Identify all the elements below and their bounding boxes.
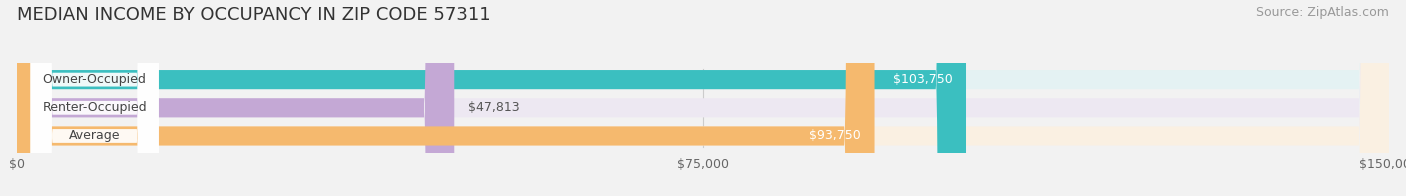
Text: $93,750: $93,750 bbox=[808, 130, 860, 142]
Text: Average: Average bbox=[69, 130, 121, 142]
FancyBboxPatch shape bbox=[31, 0, 159, 196]
Text: Renter-Occupied: Renter-Occupied bbox=[42, 101, 148, 114]
Text: Source: ZipAtlas.com: Source: ZipAtlas.com bbox=[1256, 6, 1389, 19]
FancyBboxPatch shape bbox=[17, 0, 875, 196]
FancyBboxPatch shape bbox=[17, 0, 1389, 196]
FancyBboxPatch shape bbox=[31, 0, 159, 196]
FancyBboxPatch shape bbox=[17, 0, 454, 196]
FancyBboxPatch shape bbox=[17, 0, 966, 196]
FancyBboxPatch shape bbox=[17, 0, 1389, 196]
Text: $47,813: $47,813 bbox=[468, 101, 520, 114]
FancyBboxPatch shape bbox=[31, 0, 159, 196]
Text: $103,750: $103,750 bbox=[893, 73, 952, 86]
FancyBboxPatch shape bbox=[17, 0, 1389, 196]
Text: MEDIAN INCOME BY OCCUPANCY IN ZIP CODE 57311: MEDIAN INCOME BY OCCUPANCY IN ZIP CODE 5… bbox=[17, 6, 491, 24]
Text: Owner-Occupied: Owner-Occupied bbox=[42, 73, 146, 86]
